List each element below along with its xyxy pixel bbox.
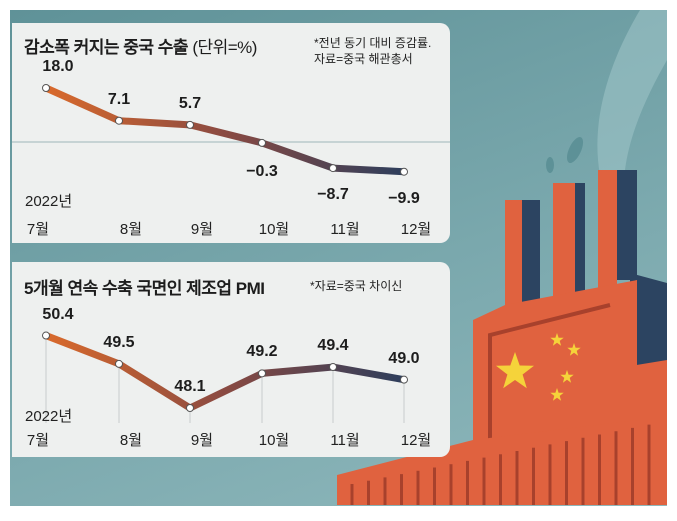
data-point — [258, 369, 266, 378]
x-tick-label: 9월 — [190, 221, 214, 238]
data-point — [186, 120, 194, 129]
data-point — [115, 116, 123, 125]
data-point — [400, 375, 408, 384]
x-tick-label: 12월 — [400, 432, 432, 449]
data-label: 49.2 — [246, 343, 278, 361]
x-tick-label: 8월 — [119, 432, 143, 449]
chimney-shadow — [575, 183, 585, 303]
x-tick-label: 10월 — [258, 432, 290, 449]
data-label: 49.0 — [388, 349, 420, 367]
chimney — [598, 170, 617, 310]
flag-star-icon — [560, 370, 574, 383]
data-point — [329, 363, 337, 372]
flag-star-icon — [567, 343, 581, 356]
building-low — [337, 420, 637, 505]
flag-star-icon — [550, 388, 564, 401]
smoke-puff — [546, 157, 554, 173]
building-trim — [488, 303, 611, 440]
chimney-shadow — [522, 200, 540, 305]
smoke-plume — [597, 10, 667, 175]
pmi-chart-note: *자료=중국 차이신 — [310, 279, 403, 293]
pmi-chart-panel: 5개월 연속 수축 국면인 제조업 PMI *자료=중국 차이신 — [12, 262, 450, 457]
data-label: −0.3 — [246, 162, 278, 180]
data-point — [186, 404, 194, 412]
data-label: −9.9 — [388, 189, 420, 207]
data-label: 5.7 — [178, 94, 202, 112]
chimney-shadow — [617, 170, 637, 280]
data-point — [258, 138, 266, 147]
year-label: 2022년 — [25, 408, 73, 425]
x-tick-label: 11월 — [330, 432, 360, 449]
data-point — [329, 164, 337, 173]
data-label: 18.0 — [42, 58, 74, 75]
pmi-chart-title: 5개월 연속 수축 국면인 제조업 PMI — [24, 279, 265, 298]
x-tick-label: 7월 — [26, 432, 50, 449]
data-point — [42, 84, 50, 92]
data-label: 50.4 — [42, 305, 74, 323]
year-label: 2022년 — [25, 193, 73, 210]
x-tick-label: 9월 — [190, 432, 214, 449]
x-tick-label: 7월 — [26, 221, 50, 238]
series-line — [42, 84, 408, 176]
series-line — [42, 332, 408, 412]
chimney — [505, 200, 522, 310]
exports-chart-note: *전년 동기 대비 증감률. 자료=중국 해관총서 — [314, 36, 432, 66]
flag-star-icon — [496, 352, 534, 389]
x-tick-label: 8월 — [119, 221, 143, 238]
data-point — [42, 331, 50, 340]
data-label: −8.7 — [317, 186, 349, 204]
data-label: 48.1 — [174, 378, 206, 395]
data-point — [115, 359, 123, 368]
data-label: 7.1 — [107, 90, 131, 108]
smoke-puff — [566, 137, 584, 163]
x-tick-label: 12월 — [400, 221, 432, 238]
data-label: 49.5 — [103, 333, 135, 351]
flag-star-icon — [550, 333, 564, 346]
building-side — [630, 273, 667, 366]
chimney — [553, 183, 575, 313]
exports-chart-title: 감소폭 커지는 중국 수출 (단위=%) — [24, 38, 257, 57]
x-tick-label: 10월 — [258, 221, 290, 238]
data-point — [400, 167, 408, 176]
data-label: 49.4 — [317, 337, 349, 355]
x-tick-label: 11월 — [330, 221, 360, 238]
